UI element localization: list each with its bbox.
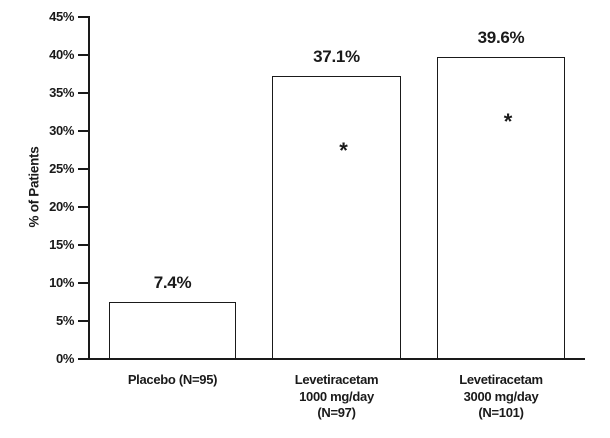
y-axis-title: % of Patients bbox=[26, 146, 42, 228]
y-tick-label: 5% bbox=[56, 313, 74, 328]
bar bbox=[272, 76, 401, 359]
bar-value-label: 39.6% bbox=[477, 28, 525, 48]
x-category-label-line: 1000 mg/day bbox=[299, 388, 374, 404]
y-tick-label: 35% bbox=[49, 85, 74, 100]
y-tick-label: 15% bbox=[49, 237, 74, 252]
y-tick-label: 10% bbox=[49, 275, 74, 290]
y-tick-label: 45% bbox=[49, 9, 74, 24]
y-tick-label: 20% bbox=[49, 199, 74, 214]
y-tick bbox=[78, 92, 90, 94]
y-tick-label: 40% bbox=[49, 47, 74, 62]
significance-asterisk: * bbox=[503, 109, 513, 135]
y-tick bbox=[78, 206, 90, 208]
y-tick-label: 0% bbox=[56, 351, 74, 366]
x-category-label: Levetiracetam 3000 mg/day (N=101) bbox=[416, 372, 586, 422]
y-tick bbox=[78, 168, 90, 170]
x-category-label-line: (N=97) bbox=[317, 405, 356, 420]
y-tick bbox=[78, 244, 90, 246]
y-tick bbox=[78, 16, 90, 18]
y-tick-label: 25% bbox=[49, 161, 74, 176]
bar bbox=[437, 57, 565, 359]
bar-value-label: 7.4% bbox=[153, 272, 192, 292]
x-category-label-line: Levetiracetam bbox=[459, 372, 543, 387]
x-category-label: Levetiracetam 1000 mg/day (N=97) bbox=[252, 372, 422, 422]
y-tick bbox=[78, 54, 90, 56]
x-category-label-line: Levetiracetam bbox=[294, 372, 379, 387]
x-axis-line bbox=[78, 358, 585, 360]
y-tick bbox=[78, 282, 90, 284]
x-category-label-line: 3000 mg/day bbox=[463, 388, 539, 404]
bar bbox=[109, 301, 236, 359]
x-category-label-line: Placebo (N=95) bbox=[127, 372, 218, 387]
y-tick bbox=[78, 130, 90, 132]
x-category-label: Placebo (N=95) bbox=[88, 372, 258, 389]
bar-value-label: 37.1% bbox=[313, 47, 360, 67]
y-tick-label: 30% bbox=[49, 123, 74, 138]
y-axis-line bbox=[88, 16, 90, 360]
x-category-label-line: (N=101) bbox=[478, 405, 524, 420]
y-tick bbox=[78, 320, 90, 322]
significance-asterisk: * bbox=[339, 138, 348, 164]
